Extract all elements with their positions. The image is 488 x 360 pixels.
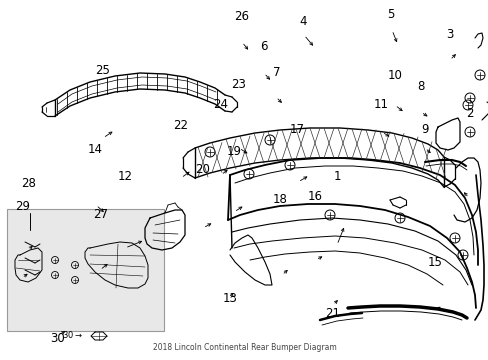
Text: 30$\rightarrow$: 30$\rightarrow$: [62, 329, 83, 341]
Text: 30: 30: [50, 332, 65, 345]
Text: 10: 10: [387, 69, 402, 82]
Text: 18: 18: [272, 193, 287, 206]
Text: 27: 27: [93, 208, 107, 221]
Text: 23: 23: [231, 78, 245, 91]
Text: 13: 13: [222, 292, 237, 305]
Text: 4: 4: [299, 15, 306, 28]
Text: 19: 19: [226, 145, 241, 158]
Text: 5: 5: [386, 8, 394, 21]
Text: 16: 16: [307, 190, 322, 203]
Text: 28: 28: [21, 177, 36, 190]
Text: 26: 26: [234, 10, 249, 23]
Text: 29: 29: [15, 201, 30, 213]
Text: 24: 24: [213, 98, 228, 111]
Text: 12: 12: [117, 170, 132, 183]
Text: 7: 7: [272, 66, 280, 78]
FancyBboxPatch shape: [7, 209, 163, 331]
Text: 6: 6: [260, 40, 267, 53]
Text: 21: 21: [325, 307, 339, 320]
Text: 1: 1: [333, 170, 341, 183]
Text: 17: 17: [289, 123, 304, 136]
Text: 9: 9: [421, 123, 428, 136]
Text: 3: 3: [445, 28, 453, 41]
Text: 22: 22: [173, 120, 188, 132]
Text: 25: 25: [95, 64, 110, 77]
Text: 2: 2: [465, 107, 472, 120]
Text: 8: 8: [416, 80, 424, 93]
Text: 20: 20: [195, 163, 209, 176]
Text: 15: 15: [427, 256, 442, 269]
Text: 14: 14: [88, 143, 102, 156]
Text: 11: 11: [373, 98, 388, 111]
Text: 2018 Lincoln Continental Rear Bumper Diagram: 2018 Lincoln Continental Rear Bumper Dia…: [152, 343, 336, 352]
